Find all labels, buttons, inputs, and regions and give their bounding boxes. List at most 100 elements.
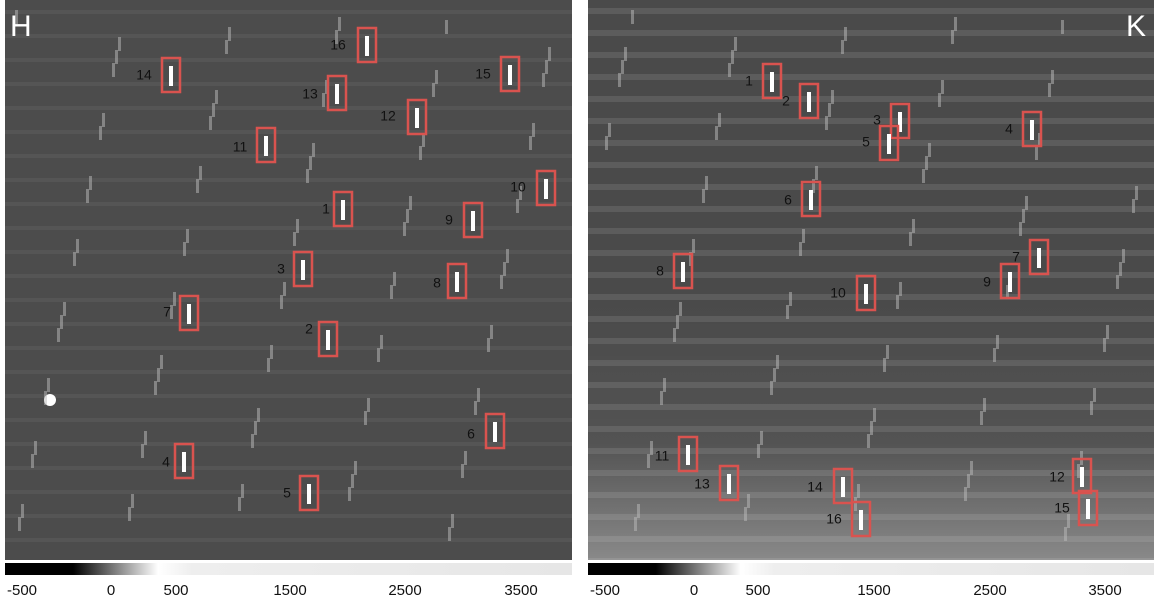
streak: [241, 484, 244, 498]
box-label: 9: [983, 274, 991, 290]
streak: [747, 494, 750, 508]
line-streak: [182, 452, 186, 472]
box: [462, 201, 484, 239]
line-streak: [727, 474, 731, 494]
box: [356, 26, 378, 64]
streak: [996, 335, 999, 349]
streak: [306, 169, 309, 183]
line-streak: [807, 92, 811, 112]
line-streak: [859, 510, 863, 530]
streak: [631, 10, 634, 24]
line-streak: [809, 190, 813, 210]
streak: [1051, 70, 1054, 84]
box: [292, 250, 314, 288]
box-label: 7: [163, 304, 171, 320]
box: [406, 98, 428, 136]
streak: [348, 487, 351, 501]
colorbar: [5, 563, 572, 575]
streak: [980, 411, 983, 425]
streak: [296, 219, 299, 233]
box-label: 3: [277, 261, 285, 277]
streak: [941, 80, 944, 94]
line-streak: [187, 304, 191, 324]
streak: [76, 239, 79, 253]
box-label: 8: [656, 263, 664, 279]
streak: [212, 103, 215, 117]
streak: [663, 378, 666, 392]
streak: [618, 73, 621, 87]
box: [1077, 489, 1099, 527]
streak: [689, 252, 692, 266]
line-streak: [1080, 467, 1084, 487]
streak: [390, 285, 393, 299]
streak: [857, 484, 860, 498]
box-label: 1: [322, 201, 330, 217]
streak: [605, 136, 608, 150]
streak: [883, 358, 886, 372]
line-streak: [471, 211, 475, 231]
line-streak: [301, 260, 305, 280]
streak: [409, 196, 412, 210]
streak: [660, 391, 663, 405]
line-streak: [1086, 499, 1090, 519]
streak: [464, 451, 467, 465]
line-streak: [1037, 248, 1041, 268]
line-streak: [841, 477, 845, 497]
streak: [500, 275, 503, 289]
streak: [967, 474, 970, 488]
streak: [1038, 133, 1041, 147]
colorbar-tick-label: 1500: [273, 582, 306, 599]
streak: [238, 497, 241, 511]
box-label: 7: [1012, 249, 1020, 265]
streak: [251, 434, 254, 448]
streak: [1035, 146, 1038, 160]
box: [317, 320, 339, 358]
streak: [854, 497, 857, 511]
streak: [44, 391, 47, 405]
streak: [773, 368, 776, 382]
streak: [31, 454, 34, 468]
streak: [157, 368, 160, 382]
streak: [128, 507, 131, 521]
streak: [257, 408, 260, 422]
streak: [154, 381, 157, 395]
streak: [1006, 285, 1009, 299]
streak: [367, 398, 370, 412]
streak: [89, 176, 92, 190]
streak: [57, 328, 60, 342]
streak: [532, 123, 535, 137]
line-streak: [455, 272, 459, 292]
streak: [1132, 199, 1135, 213]
streak: [770, 381, 773, 395]
streak: [516, 199, 519, 213]
line-streak: [544, 179, 548, 199]
streak: [1103, 338, 1106, 352]
streak: [1019, 222, 1022, 236]
streak: [34, 441, 37, 455]
line-streak: [770, 72, 774, 92]
box-label: 14: [807, 479, 823, 495]
box: [999, 262, 1021, 300]
streak: [254, 421, 257, 435]
streak: [757, 444, 760, 458]
streak: [354, 461, 357, 475]
streak: [983, 398, 986, 412]
streak: [922, 169, 925, 183]
streak: [432, 83, 435, 97]
box: [298, 474, 320, 512]
streak: [621, 60, 624, 74]
streak: [186, 229, 189, 243]
box: [326, 74, 348, 112]
streak: [812, 179, 815, 193]
streak: [102, 113, 105, 127]
line-streak: [335, 84, 339, 104]
streak: [461, 464, 464, 478]
box-label: 16: [330, 37, 346, 53]
colorbar-tick-label: 3500: [504, 582, 537, 599]
streak: [841, 40, 844, 54]
box: [160, 56, 182, 94]
colorbar-tick-label: 2500: [973, 582, 1006, 599]
streak: [18, 517, 21, 531]
box-label: 13: [694, 476, 710, 492]
streak: [964, 487, 967, 501]
